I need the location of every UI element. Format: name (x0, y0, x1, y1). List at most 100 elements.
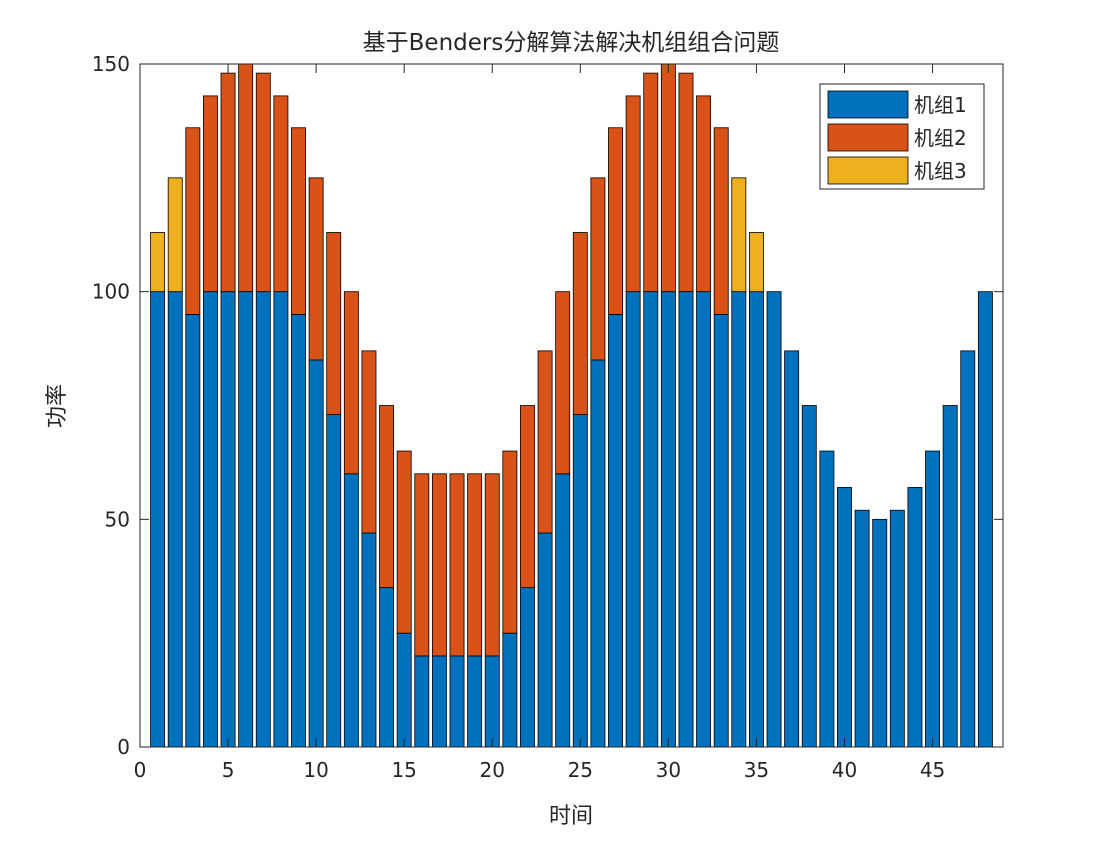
bar (326, 232, 342, 416)
bar (925, 450, 940, 748)
bar (396, 632, 412, 748)
axes-box (139, 63, 1004, 748)
x-tick-label: 25 (568, 758, 593, 782)
bar (326, 414, 342, 748)
y-tick-label: 100 (92, 280, 130, 304)
bar (273, 291, 289, 748)
bar (396, 450, 412, 634)
x-axis-label: 时间 (549, 804, 593, 829)
bar (431, 655, 447, 748)
bar (907, 487, 923, 748)
bar (238, 63, 254, 293)
bar (449, 473, 465, 657)
bar (608, 314, 623, 748)
bar (361, 350, 377, 534)
legend-swatch (827, 123, 909, 152)
bar (555, 473, 571, 748)
legend-label: 机组2 (914, 126, 967, 150)
x-tick-label: 10 (303, 758, 328, 782)
bar (308, 359, 324, 748)
x-tick-label: 5 (222, 758, 235, 782)
bar (801, 405, 817, 748)
bar (203, 291, 218, 748)
bar (238, 291, 254, 748)
bar (854, 509, 870, 748)
bar (643, 72, 659, 293)
bar (872, 518, 888, 748)
bar (150, 291, 166, 748)
bar (572, 232, 588, 416)
bar (660, 291, 676, 748)
bar (784, 350, 800, 748)
bar (185, 127, 201, 315)
bar (696, 291, 712, 748)
bar (220, 72, 236, 293)
bar (590, 177, 606, 361)
bar (502, 450, 518, 634)
bar (678, 291, 694, 748)
bar (731, 177, 747, 293)
bar (167, 177, 183, 293)
bar (590, 359, 606, 748)
bar (889, 509, 905, 748)
x-tick-label: 20 (480, 758, 505, 782)
bar (660, 63, 676, 293)
bar (484, 655, 500, 748)
bar (502, 632, 518, 748)
y-tick-label: 0 (117, 735, 130, 759)
bar (467, 655, 483, 748)
x-tick-label: 30 (656, 758, 681, 782)
bar (520, 405, 535, 589)
bar (379, 587, 395, 748)
bar (414, 655, 430, 748)
bar (431, 473, 447, 657)
bar (537, 532, 553, 748)
x-tick-label: 0 (134, 758, 147, 782)
bar (608, 127, 623, 315)
y-axis-label: 功率 (45, 384, 70, 428)
legend-label: 机组3 (914, 159, 967, 183)
x-tick-label: 45 (920, 758, 945, 782)
bar (625, 291, 641, 748)
bar (291, 127, 306, 315)
bar (520, 587, 535, 748)
bar (766, 291, 782, 748)
bar (678, 72, 694, 293)
x-tick-label: 15 (391, 758, 416, 782)
legend-swatch (827, 156, 909, 185)
bar (467, 473, 483, 657)
bar (185, 314, 201, 748)
bar (625, 95, 641, 293)
bar (643, 291, 659, 748)
bar (748, 232, 764, 293)
bar (713, 314, 729, 748)
legend-label: 机组1 (914, 93, 967, 117)
bar (273, 95, 289, 293)
bar (255, 72, 271, 293)
bar (977, 291, 993, 748)
bar (960, 350, 976, 748)
bar (343, 291, 359, 475)
bar (255, 291, 271, 748)
bar (713, 127, 729, 315)
y-tick-label: 150 (92, 52, 130, 76)
bar (203, 95, 218, 293)
bar (343, 473, 359, 748)
bar (414, 473, 430, 657)
chart-title: 基于Benders分解算法解决机组组合问题 (363, 30, 780, 56)
bar (379, 405, 395, 589)
bar (942, 405, 958, 748)
bar (150, 232, 166, 293)
bar (167, 291, 183, 748)
x-tick-label: 40 (832, 758, 857, 782)
x-tick-label: 35 (744, 758, 769, 782)
bar (555, 291, 571, 475)
bar (537, 350, 553, 534)
bar (731, 291, 747, 748)
bar (449, 655, 465, 748)
bar (291, 314, 306, 748)
bar (361, 532, 377, 748)
bar (484, 473, 500, 657)
bar (572, 414, 588, 748)
